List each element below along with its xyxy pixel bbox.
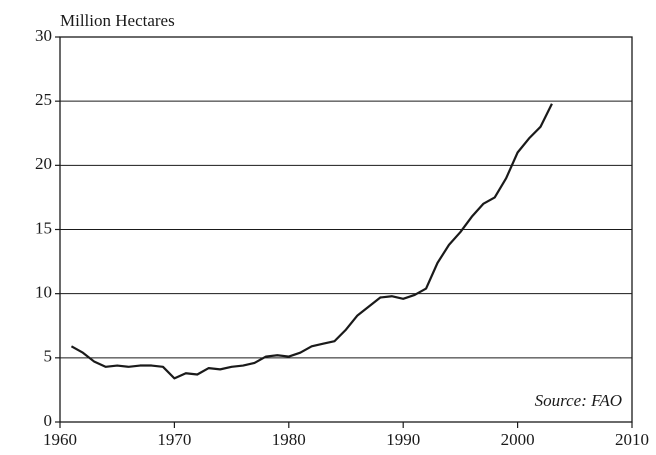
x-tick-label: 1970	[157, 430, 191, 449]
y-tick-label: 15	[35, 218, 52, 237]
x-tick-label: 1960	[43, 430, 77, 449]
x-tick-label: 2000	[501, 430, 535, 449]
y-tick-label: 10	[35, 283, 52, 302]
source-note: Source: FAO	[535, 391, 622, 410]
y-tick-label: 25	[35, 90, 52, 109]
y-tick-label: 5	[44, 347, 53, 366]
y-tick-label: 20	[35, 154, 52, 173]
data-line	[70, 103, 553, 380]
y-tick-label: 30	[35, 26, 52, 45]
plot-frame	[59, 36, 633, 423]
y-axis-label: Million Hectares	[60, 11, 175, 30]
y-tick-label: 0	[44, 411, 53, 430]
x-tick-label: 2010	[615, 430, 649, 449]
x-tick-label: 1980	[272, 430, 306, 449]
x-tick-label: 1990	[386, 430, 420, 449]
